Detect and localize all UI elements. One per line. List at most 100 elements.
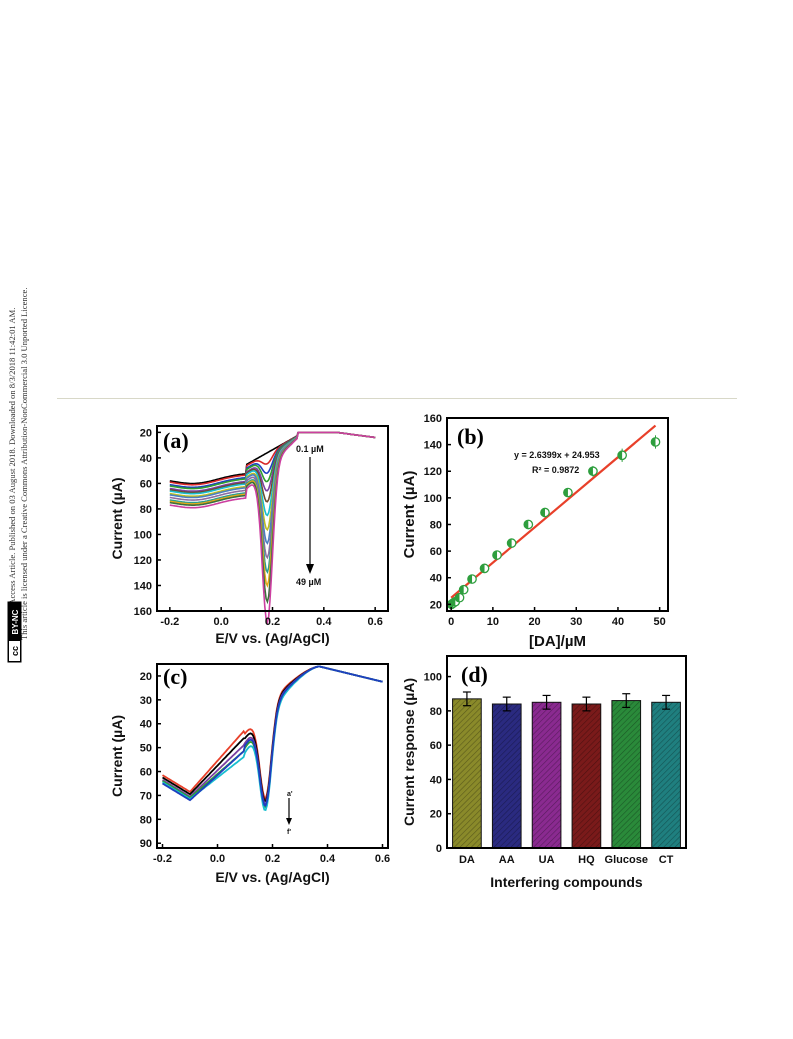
data-point-half <box>455 593 460 602</box>
x-tick-label: 50 <box>654 616 666 628</box>
x-tick-label: 0 <box>448 616 454 628</box>
y-tick-label: 90 <box>140 838 152 850</box>
y-tick-label: 60 <box>140 478 152 490</box>
y-tick-label: 40 <box>430 573 442 585</box>
y-tick-label: 80 <box>430 519 442 531</box>
y-tick-label: 60 <box>430 740 442 752</box>
y-tick-label: 20 <box>140 671 152 683</box>
by-nc-badge-label: BY-NC <box>11 609 20 634</box>
y-tick-label: 70 <box>140 790 152 802</box>
y-tick-label: 140 <box>424 440 442 452</box>
x-tick-label: 20 <box>528 616 540 628</box>
y-tick-label: 20 <box>430 599 442 611</box>
panel-label-a: (a) <box>163 428 189 453</box>
panel-label-d: (d) <box>461 662 488 687</box>
regression-equation: y = 2.6399x + 24.953 <box>514 450 600 460</box>
arrow-head <box>306 564 314 574</box>
bar <box>611 700 642 849</box>
data-point-half <box>451 597 456 606</box>
x-tick-label: -0.2 <box>160 616 179 628</box>
y-tick-label: 160 <box>424 413 442 425</box>
x-tick-label: 0.2 <box>265 853 280 865</box>
annotation-bottom: f' <box>287 829 291 836</box>
y-tick-label: 140 <box>134 580 152 592</box>
y-tick-label: 100 <box>424 493 442 505</box>
data-point-half <box>588 467 593 476</box>
y-tick-label: 60 <box>140 767 152 779</box>
r-squared-value: R² = 0.9872 <box>532 465 579 475</box>
y-axis-label: Current (µA) <box>109 478 125 560</box>
y-tick-label: 80 <box>140 504 152 516</box>
y-tick-label: 160 <box>134 606 152 618</box>
dpv-curve <box>162 665 383 807</box>
y-tick-label: 100 <box>134 529 152 541</box>
annotation-low-conc: 0.1 µM <box>296 444 324 454</box>
y-tick-label: 20 <box>430 809 442 821</box>
bar <box>452 698 482 849</box>
y-tick-label: 80 <box>140 814 152 826</box>
x-tick-label: 30 <box>570 616 582 628</box>
data-point-half <box>563 488 568 497</box>
x-tick-label: 0.4 <box>316 616 332 628</box>
y-axis-label: Current (µA) <box>109 715 125 797</box>
category-label: UA <box>539 854 555 866</box>
x-tick-label: -0.2 <box>153 853 172 865</box>
y-tick-label: 20 <box>140 427 152 439</box>
x-axis-label: E/V vs. (Ag/AgCl) <box>215 869 329 885</box>
y-axis-label: Current (µA) <box>401 471 418 559</box>
x-tick-label: 0.0 <box>214 616 229 628</box>
category-label: DA <box>459 854 475 866</box>
x-tick-label: 40 <box>612 616 624 628</box>
x-tick-label: 0.0 <box>210 853 225 865</box>
data-point-half <box>651 437 656 447</box>
license-text-block: Open Access Article. Published on 03 Aug… <box>7 288 29 663</box>
bar <box>651 701 681 849</box>
divider-line <box>57 398 737 399</box>
annotation-top: a' <box>287 791 293 798</box>
bar <box>531 701 562 849</box>
bar <box>491 703 522 849</box>
x-axis-label: E/V vs. (Ag/AgCl) <box>215 630 329 646</box>
data-point-half <box>507 538 512 548</box>
y-tick-label: 100 <box>424 672 442 684</box>
data-point-half <box>467 574 473 584</box>
y-tick-label: 40 <box>140 453 152 465</box>
y-tick-label: 0 <box>436 843 442 855</box>
category-label: HQ <box>578 854 595 866</box>
bar <box>571 703 602 849</box>
x-tick-label: 0.4 <box>320 853 336 865</box>
x-tick-label: 10 <box>487 616 499 628</box>
data-point-half <box>459 585 464 594</box>
plot-frame <box>446 417 669 612</box>
data-point-half <box>492 550 498 560</box>
data-point-half <box>540 508 545 517</box>
category-label: AA <box>499 854 515 866</box>
y-tick-label: 30 <box>140 695 152 707</box>
arrow-head <box>286 818 292 825</box>
y-tick-label: 40 <box>430 774 442 786</box>
x-axis-label: Interfering compounds <box>490 874 643 890</box>
cc-license-badge[interactable]: cc BY-NC <box>7 601 22 663</box>
y-axis-label: Current response (µA) <box>401 678 417 826</box>
y-tick-label: 120 <box>424 466 442 478</box>
plot-frame <box>446 655 687 849</box>
x-tick-label: 0.2 <box>265 616 280 628</box>
cc-badge-label: cc <box>10 646 20 656</box>
x-tick-label: 0.6 <box>368 616 383 628</box>
annotation-high-conc: 49 µM <box>296 577 321 587</box>
panel-label-c: (c) <box>163 664 187 689</box>
data-point-half <box>617 451 623 460</box>
data-point-half <box>524 520 529 529</box>
y-tick-label: 60 <box>430 546 442 558</box>
license-notice: Open Access Article. Published on 03 Aug… <box>0 0 60 700</box>
x-axis-label: [DA]/µM <box>529 633 586 650</box>
license-line-1: Open Access Article. Published on 03 Aug… <box>7 308 17 625</box>
y-tick-label: 80 <box>430 706 442 718</box>
x-tick-label: 0.6 <box>375 853 390 865</box>
y-tick-label: 40 <box>140 719 152 731</box>
dpv-curve <box>169 431 376 626</box>
data-point-half <box>480 564 485 573</box>
